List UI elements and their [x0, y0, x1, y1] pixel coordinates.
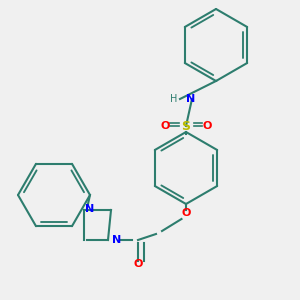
- Text: O: O: [160, 121, 170, 131]
- Text: O: O: [181, 208, 191, 218]
- Text: N: N: [112, 235, 122, 245]
- Text: S: S: [182, 119, 190, 133]
- Text: O: O: [202, 121, 212, 131]
- Text: N: N: [186, 94, 195, 104]
- Text: N: N: [85, 203, 94, 214]
- Text: O: O: [133, 259, 143, 269]
- Text: H: H: [169, 94, 177, 104]
